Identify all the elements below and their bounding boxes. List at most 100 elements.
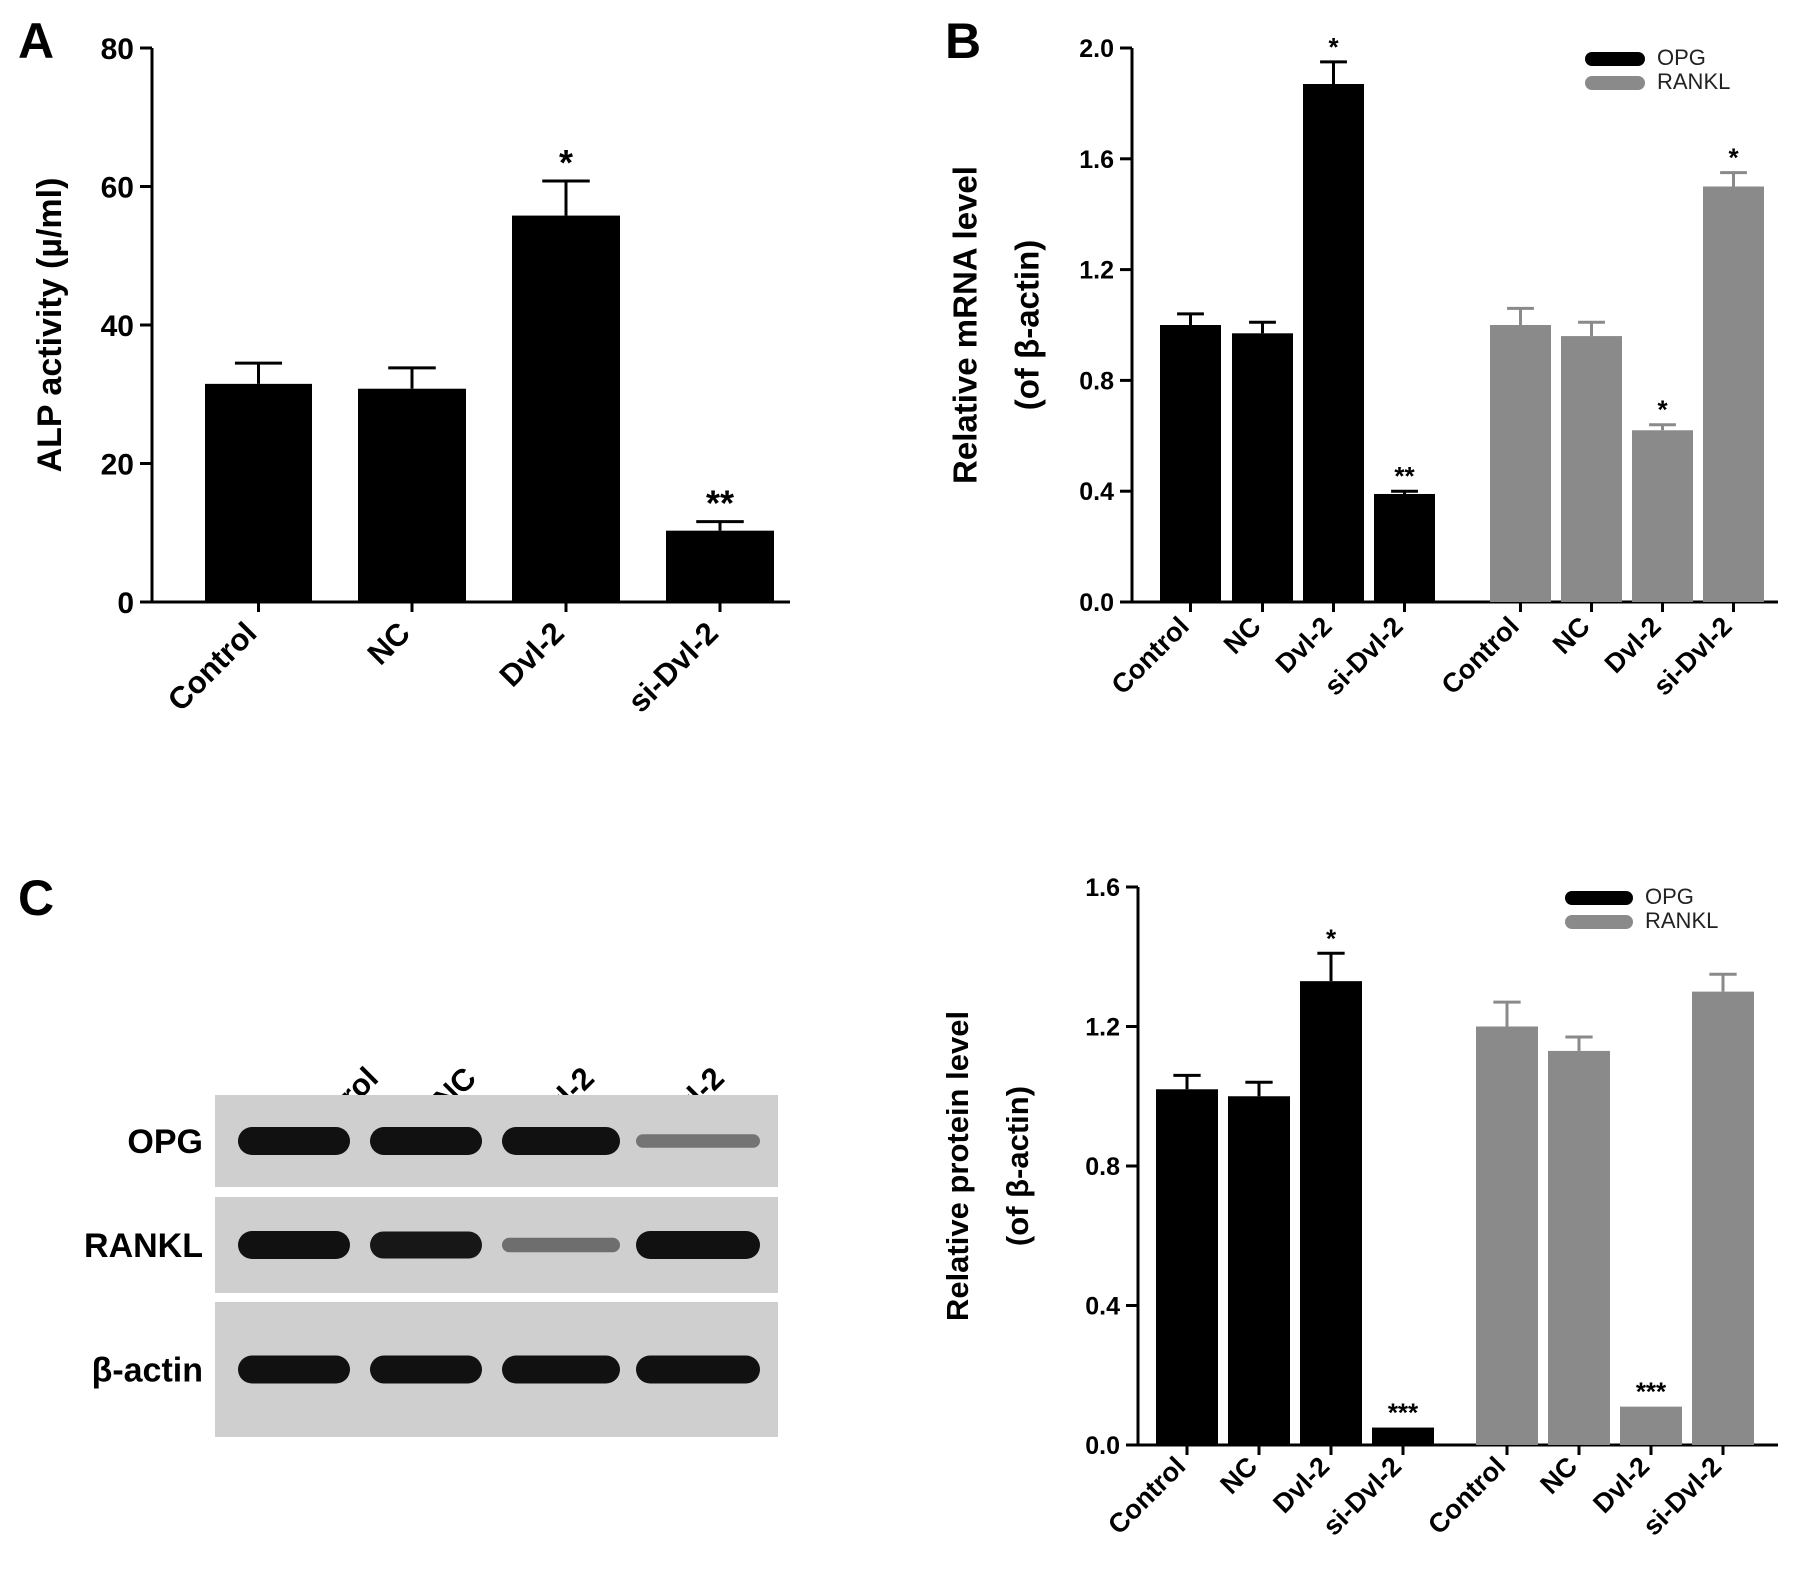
blot-band bbox=[502, 1127, 620, 1155]
significance-marker: * bbox=[1728, 143, 1739, 173]
blot-row-label: RANKL bbox=[84, 1227, 203, 1265]
bar bbox=[512, 215, 620, 602]
legend-swatch bbox=[1565, 915, 1633, 929]
bar bbox=[1490, 325, 1551, 602]
blot-band bbox=[370, 1231, 482, 1259]
y-tick-label: 0.8 bbox=[1079, 367, 1114, 395]
x-tick-label: Control bbox=[1102, 1451, 1191, 1540]
bar bbox=[1160, 325, 1221, 602]
y-tick-label: 2.0 bbox=[1079, 35, 1114, 63]
bar bbox=[1692, 991, 1754, 1445]
legend-swatch bbox=[1585, 76, 1645, 90]
y-tick-label: 1.2 bbox=[1079, 257, 1114, 285]
bar bbox=[1156, 1089, 1218, 1445]
bar bbox=[1548, 1050, 1610, 1445]
x-tick-label: Control bbox=[1106, 611, 1195, 700]
chart-c-protein-level: 0.0 0.4 0.8 1.2 1.6 Relative protein level (of… bbox=[940, 874, 1778, 1541]
x-tick-label: NC bbox=[1218, 611, 1267, 660]
bar bbox=[1703, 186, 1764, 602]
x-tick-label: Dvl-2 bbox=[1267, 1451, 1335, 1519]
bar bbox=[1300, 981, 1362, 1445]
blot-band bbox=[238, 1127, 350, 1155]
legend-label: RANKL bbox=[1657, 69, 1730, 94]
x-tick-label: si-Dvl-2 bbox=[1317, 1451, 1407, 1541]
y-tick-label: 1.6 bbox=[1085, 874, 1120, 902]
y-tick-label: 80 bbox=[101, 33, 134, 66]
bar bbox=[358, 388, 466, 602]
significance-marker: *** bbox=[1388, 1398, 1419, 1428]
chart-b-mrna-level: 0.0 0.4 0.8 1.2 1.6 2.0 Relative mRNA level (of… bbox=[947, 32, 1778, 701]
bar bbox=[1228, 1096, 1290, 1445]
bar bbox=[1303, 84, 1364, 602]
bar bbox=[1620, 1406, 1682, 1445]
bar bbox=[1372, 1427, 1434, 1445]
y-tick-label: 0.4 bbox=[1085, 1293, 1120, 1321]
significance-marker: ** bbox=[1394, 461, 1415, 491]
legend-swatch bbox=[1585, 52, 1645, 66]
panel-label-b: B bbox=[945, 13, 981, 69]
blot-band bbox=[238, 1355, 350, 1384]
x-tick-label: Control bbox=[161, 615, 264, 718]
y-axis-label: Relative mRNA level bbox=[947, 166, 984, 484]
y-axis-label-secondary: (of β-actin) bbox=[1000, 1086, 1035, 1246]
significance-marker: * bbox=[1328, 32, 1339, 62]
panel-label-c: C bbox=[18, 870, 54, 926]
x-tick-label: Control bbox=[1422, 1451, 1511, 1540]
legend-label: OPG bbox=[1645, 884, 1694, 909]
bar bbox=[205, 383, 312, 602]
blot-row-label: β-actin bbox=[92, 1352, 203, 1390]
y-tick-label: 1.2 bbox=[1085, 1014, 1120, 1042]
bar bbox=[1561, 336, 1622, 602]
y-tick-label: 0.0 bbox=[1079, 589, 1114, 617]
significance-marker: * bbox=[1326, 923, 1337, 953]
y-tick-label: 20 bbox=[101, 448, 134, 481]
panel-label-a: A bbox=[18, 13, 54, 69]
significance-marker: * bbox=[1657, 395, 1668, 425]
bar bbox=[666, 530, 774, 602]
bar bbox=[1476, 1026, 1538, 1445]
y-axis-label-secondary: (of β-actin) bbox=[1009, 240, 1046, 410]
blot-band bbox=[370, 1127, 482, 1155]
y-tick-label: 40 bbox=[101, 310, 134, 343]
blot-band bbox=[238, 1231, 350, 1259]
legend-label: RANKL bbox=[1645, 908, 1718, 933]
x-tick-label: Control bbox=[1436, 611, 1525, 700]
blot-band bbox=[370, 1355, 482, 1384]
y-tick-label: 60 bbox=[101, 171, 134, 204]
blot-band bbox=[636, 1355, 760, 1384]
y-axis-label: ALP activity (µ/ml) bbox=[31, 178, 69, 473]
x-tick-label: NC bbox=[361, 615, 417, 671]
x-tick-label: si-Dvl-2 bbox=[1637, 1451, 1727, 1541]
x-tick-label: Dvl-2 bbox=[1587, 1451, 1655, 1519]
x-tick-label: Dvl-2 bbox=[493, 615, 571, 693]
significance-marker: * bbox=[559, 142, 573, 183]
x-tick-label: si-Dvl-2 bbox=[621, 615, 725, 719]
blot-band bbox=[636, 1134, 760, 1148]
bar bbox=[1632, 430, 1693, 602]
x-tick-label: NC bbox=[1534, 1451, 1583, 1500]
bar bbox=[1374, 493, 1435, 602]
x-tick-label: Dvl-2 bbox=[1270, 611, 1338, 679]
blot-band bbox=[636, 1231, 760, 1259]
legend-swatch bbox=[1565, 891, 1633, 905]
blot-band bbox=[502, 1237, 620, 1253]
significance-marker: *** bbox=[1636, 1377, 1667, 1407]
x-tick-label: si-Dvl-2 bbox=[1648, 611, 1738, 701]
y-tick-label: 0.0 bbox=[1085, 1432, 1120, 1460]
x-tick-label: NC bbox=[1547, 611, 1596, 660]
y-axis-label: Relative protein level bbox=[940, 1011, 975, 1321]
bar bbox=[1232, 333, 1293, 602]
y-tick-label: 0 bbox=[117, 587, 134, 620]
x-tick-label: si-Dvl-2 bbox=[1319, 611, 1409, 701]
blot-band bbox=[502, 1355, 620, 1384]
x-tick-label: Dvl-2 bbox=[1599, 611, 1667, 679]
legend-label: OPG bbox=[1657, 45, 1706, 70]
blot-row-label: OPG bbox=[127, 1123, 203, 1161]
y-tick-label: 1.6 bbox=[1079, 146, 1114, 174]
significance-marker: ** bbox=[706, 483, 734, 524]
y-tick-label: 0.8 bbox=[1085, 1153, 1120, 1181]
x-tick-label: NC bbox=[1214, 1451, 1263, 1500]
